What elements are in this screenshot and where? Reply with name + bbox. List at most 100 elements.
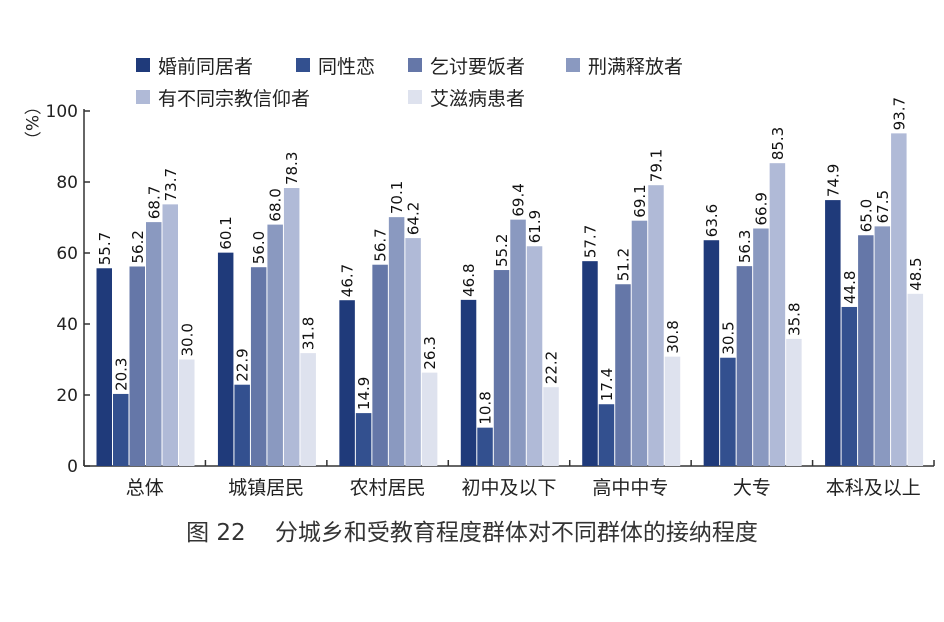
bar xyxy=(460,299,477,466)
legend-swatch xyxy=(296,58,310,72)
bar-value-label: 30.5 xyxy=(719,321,737,354)
legend-item: 刑满释放者 xyxy=(566,54,684,78)
bar-value-label: 69.4 xyxy=(510,183,528,216)
bar xyxy=(769,163,786,466)
bar-value-label: 56.2 xyxy=(129,230,147,263)
chart-title: 图 22 分城乡和受教育程度群体对不同群体的接纳程度 xyxy=(186,520,758,546)
bar xyxy=(615,284,631,466)
bar xyxy=(543,387,559,466)
bar-value-label: 44.8 xyxy=(841,271,859,304)
y-tick-label: 20 xyxy=(56,386,78,406)
x-tick-label: 初中及以下 xyxy=(461,477,556,499)
bar xyxy=(162,204,178,467)
bar xyxy=(146,222,162,466)
x-tick-label: 城镇居民 xyxy=(228,477,304,499)
bar-value-label: 85.3 xyxy=(769,127,787,160)
bar xyxy=(405,238,421,466)
bar-value-label: 66.9 xyxy=(752,192,770,225)
bar xyxy=(250,267,267,466)
bar-value-label: 20.3 xyxy=(112,358,130,391)
bar-value-label: 17.4 xyxy=(598,368,616,401)
x-tick-label: 高中中专 xyxy=(592,477,668,499)
y-axis-label: （%） xyxy=(21,98,41,148)
bar xyxy=(339,300,355,466)
bar-value-label: 10.8 xyxy=(477,391,495,424)
bar xyxy=(664,356,681,466)
bar-value-label: 57.7 xyxy=(581,225,599,258)
bar-value-label: 22.9 xyxy=(234,348,252,381)
legend-swatch xyxy=(136,58,150,72)
bar-value-label: 55.2 xyxy=(493,234,511,267)
bar xyxy=(598,404,615,466)
bar-value-label: 46.7 xyxy=(339,264,357,297)
bar xyxy=(841,306,858,466)
legend-item: 乞讨要饭者 xyxy=(408,54,525,78)
bar xyxy=(582,261,598,466)
bar xyxy=(631,220,648,466)
bar xyxy=(907,293,924,466)
bar-value-label: 67.5 xyxy=(874,190,892,223)
bar xyxy=(355,413,372,466)
bar xyxy=(283,188,300,466)
bar xyxy=(874,226,891,466)
bar-value-label: 78.3 xyxy=(283,152,301,185)
bar xyxy=(526,246,543,466)
bar xyxy=(267,224,283,466)
bar xyxy=(234,384,250,466)
bar-value-label: 74.9 xyxy=(824,164,842,197)
bar xyxy=(510,219,526,466)
legend-swatch xyxy=(566,58,580,72)
legend-item: 同性恋 xyxy=(296,54,376,78)
bar-value-label: 69.1 xyxy=(631,184,649,217)
bar-value-label: 22.2 xyxy=(543,351,561,384)
legend-label: 艾滋病患者 xyxy=(430,87,526,110)
y-tick-label: 0 xyxy=(67,457,78,477)
bar xyxy=(388,217,405,466)
bar-value-label: 56.0 xyxy=(250,231,268,264)
bar xyxy=(421,372,438,466)
legend-item: 艾滋病患者 xyxy=(408,86,526,110)
x-tick-label: 本科及以上 xyxy=(826,477,921,499)
bar xyxy=(113,393,129,466)
y-tick-label: 80 xyxy=(56,173,78,193)
bar-value-label: 68.0 xyxy=(267,188,285,221)
bar-value-label: 61.9 xyxy=(526,210,544,243)
bar-value-label: 79.1 xyxy=(647,149,665,182)
bar xyxy=(477,427,493,466)
bar-value-label: 56.3 xyxy=(736,230,754,263)
bar-value-label: 51.2 xyxy=(614,248,632,281)
legend-label: 同性恋 xyxy=(318,55,376,78)
bar-value-label: 55.7 xyxy=(96,232,114,265)
legend-label: 婚前同居者 xyxy=(158,55,254,78)
legend-label: 刑满释放者 xyxy=(588,55,684,78)
y-tick-label: 100 xyxy=(46,102,78,122)
bar-value-label: 30.8 xyxy=(664,320,682,353)
bar-value-label: 63.6 xyxy=(703,204,721,237)
bar xyxy=(786,338,802,466)
bar xyxy=(96,268,112,466)
bar-value-label: 65.0 xyxy=(857,199,875,232)
bar-value-label: 35.8 xyxy=(785,303,803,336)
bar-value-label: 70.1 xyxy=(388,181,406,214)
bar xyxy=(858,235,874,466)
bar xyxy=(720,357,736,466)
bar xyxy=(825,200,841,467)
bar-value-label: 48.5 xyxy=(907,257,925,290)
bar-value-label: 93.7 xyxy=(890,97,908,130)
bar-value-label: 73.7 xyxy=(162,168,180,201)
y-tick-label: 40 xyxy=(56,315,78,335)
bar xyxy=(372,264,388,466)
legend-swatch xyxy=(136,90,150,104)
bar-value-label: 56.7 xyxy=(372,228,390,261)
bar-value-label: 30.0 xyxy=(178,323,196,356)
y-tick-label: 60 xyxy=(56,244,78,264)
bar-value-label: 68.7 xyxy=(145,186,163,219)
legend-swatch xyxy=(408,90,422,104)
bar-value-label: 26.3 xyxy=(421,336,439,369)
bar xyxy=(891,133,907,467)
legend-item: 有不同宗教信仰者 xyxy=(136,86,310,110)
bar xyxy=(493,270,510,466)
bar xyxy=(129,266,145,466)
bar xyxy=(648,185,664,466)
